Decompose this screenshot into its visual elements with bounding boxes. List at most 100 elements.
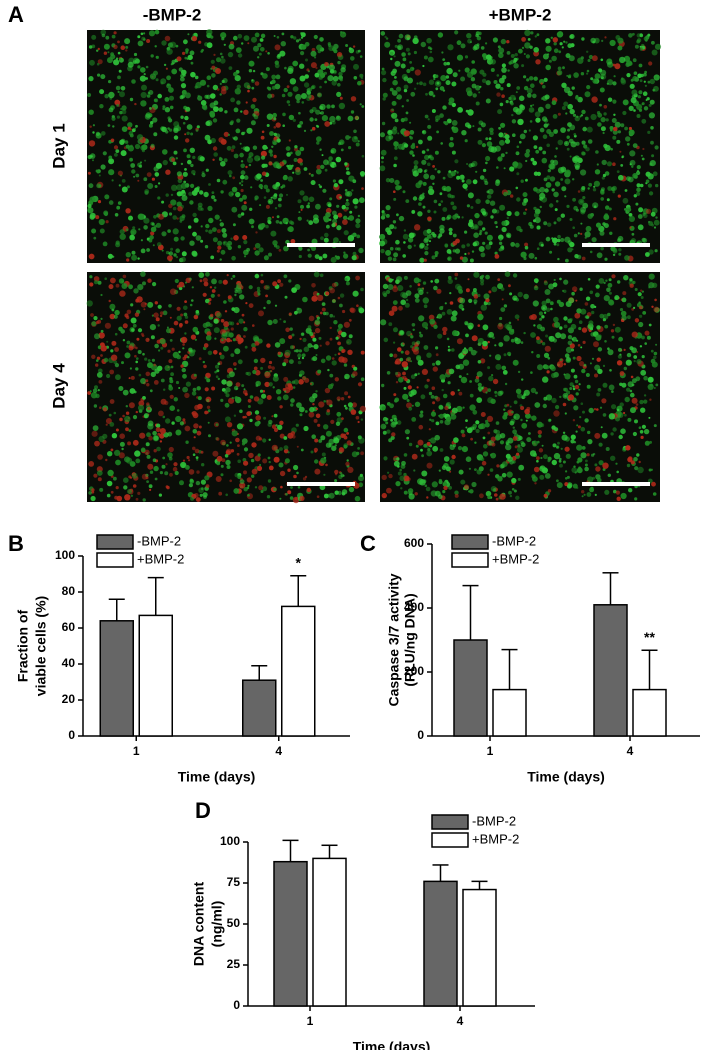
cell [601,39,604,43]
cell [245,302,248,305]
cell [532,440,538,447]
cell [329,337,333,341]
cell [100,74,106,80]
cell [457,285,463,291]
cell [537,430,542,435]
cell [580,222,583,225]
cell [411,404,414,407]
cell [533,212,539,218]
cell [339,472,343,475]
cell [403,84,409,90]
cell [176,124,180,127]
cell [168,251,174,256]
cell [93,236,97,240]
cell [251,442,257,448]
cell [543,311,547,314]
cell [639,399,644,405]
cell [128,475,132,479]
cell [427,162,431,167]
cell [393,163,397,168]
cell [89,275,93,279]
cell [160,346,164,350]
cell [142,498,146,502]
cell [617,354,623,359]
cell [97,454,103,460]
cell [173,135,179,140]
cell [140,161,142,164]
cell [427,188,435,195]
cell [213,152,218,157]
cell [291,333,295,337]
cell [260,179,263,182]
cell [545,236,551,242]
cell [267,87,272,91]
cell [331,282,337,288]
cell [569,387,573,390]
cell [502,135,505,138]
cell [530,31,534,35]
cell [279,433,285,439]
cell [217,294,221,297]
cell [143,225,148,230]
cell [410,389,417,396]
cell [402,342,405,345]
cell [521,422,528,429]
cell [497,109,503,115]
cell [155,423,161,428]
cell [403,130,410,137]
cell [513,63,519,69]
cell [512,295,518,301]
cell [487,388,492,392]
cell [449,444,455,450]
micrographs [86,29,662,504]
cell [500,122,506,128]
cell [570,368,575,373]
cell [445,466,451,472]
cell [318,336,322,340]
cell [193,436,196,439]
cell [285,146,291,152]
cell [265,67,270,72]
cell [158,213,165,220]
cell [175,44,179,48]
cell [517,370,521,374]
cell [184,320,189,324]
cell [227,170,233,176]
cell [631,232,635,236]
cell [553,242,557,246]
cell [567,335,573,340]
cell [472,288,477,292]
cell [203,495,207,499]
cell [110,138,115,143]
cell [333,320,338,325]
cell [620,79,627,85]
cell [282,394,289,401]
cell [90,313,94,317]
cell [493,80,498,84]
cell [524,42,531,49]
cell [124,313,129,318]
cell [627,417,632,422]
cell [547,222,552,227]
cell [582,410,585,414]
cell [274,60,279,65]
cell [226,274,229,277]
cell [271,444,278,451]
cell [471,481,477,488]
cell [128,429,132,432]
cell [290,35,294,39]
cell [277,351,281,355]
cell [496,464,500,468]
cell [420,394,426,400]
cell [145,379,149,383]
cell [553,316,559,323]
cell [600,117,606,123]
cell [544,188,549,193]
cell [175,157,178,160]
cell [118,452,125,459]
cell [414,373,418,377]
cell [504,271,511,278]
x-axis-label: Time (days) [353,1039,431,1050]
cell [445,186,452,192]
cell [412,37,419,45]
